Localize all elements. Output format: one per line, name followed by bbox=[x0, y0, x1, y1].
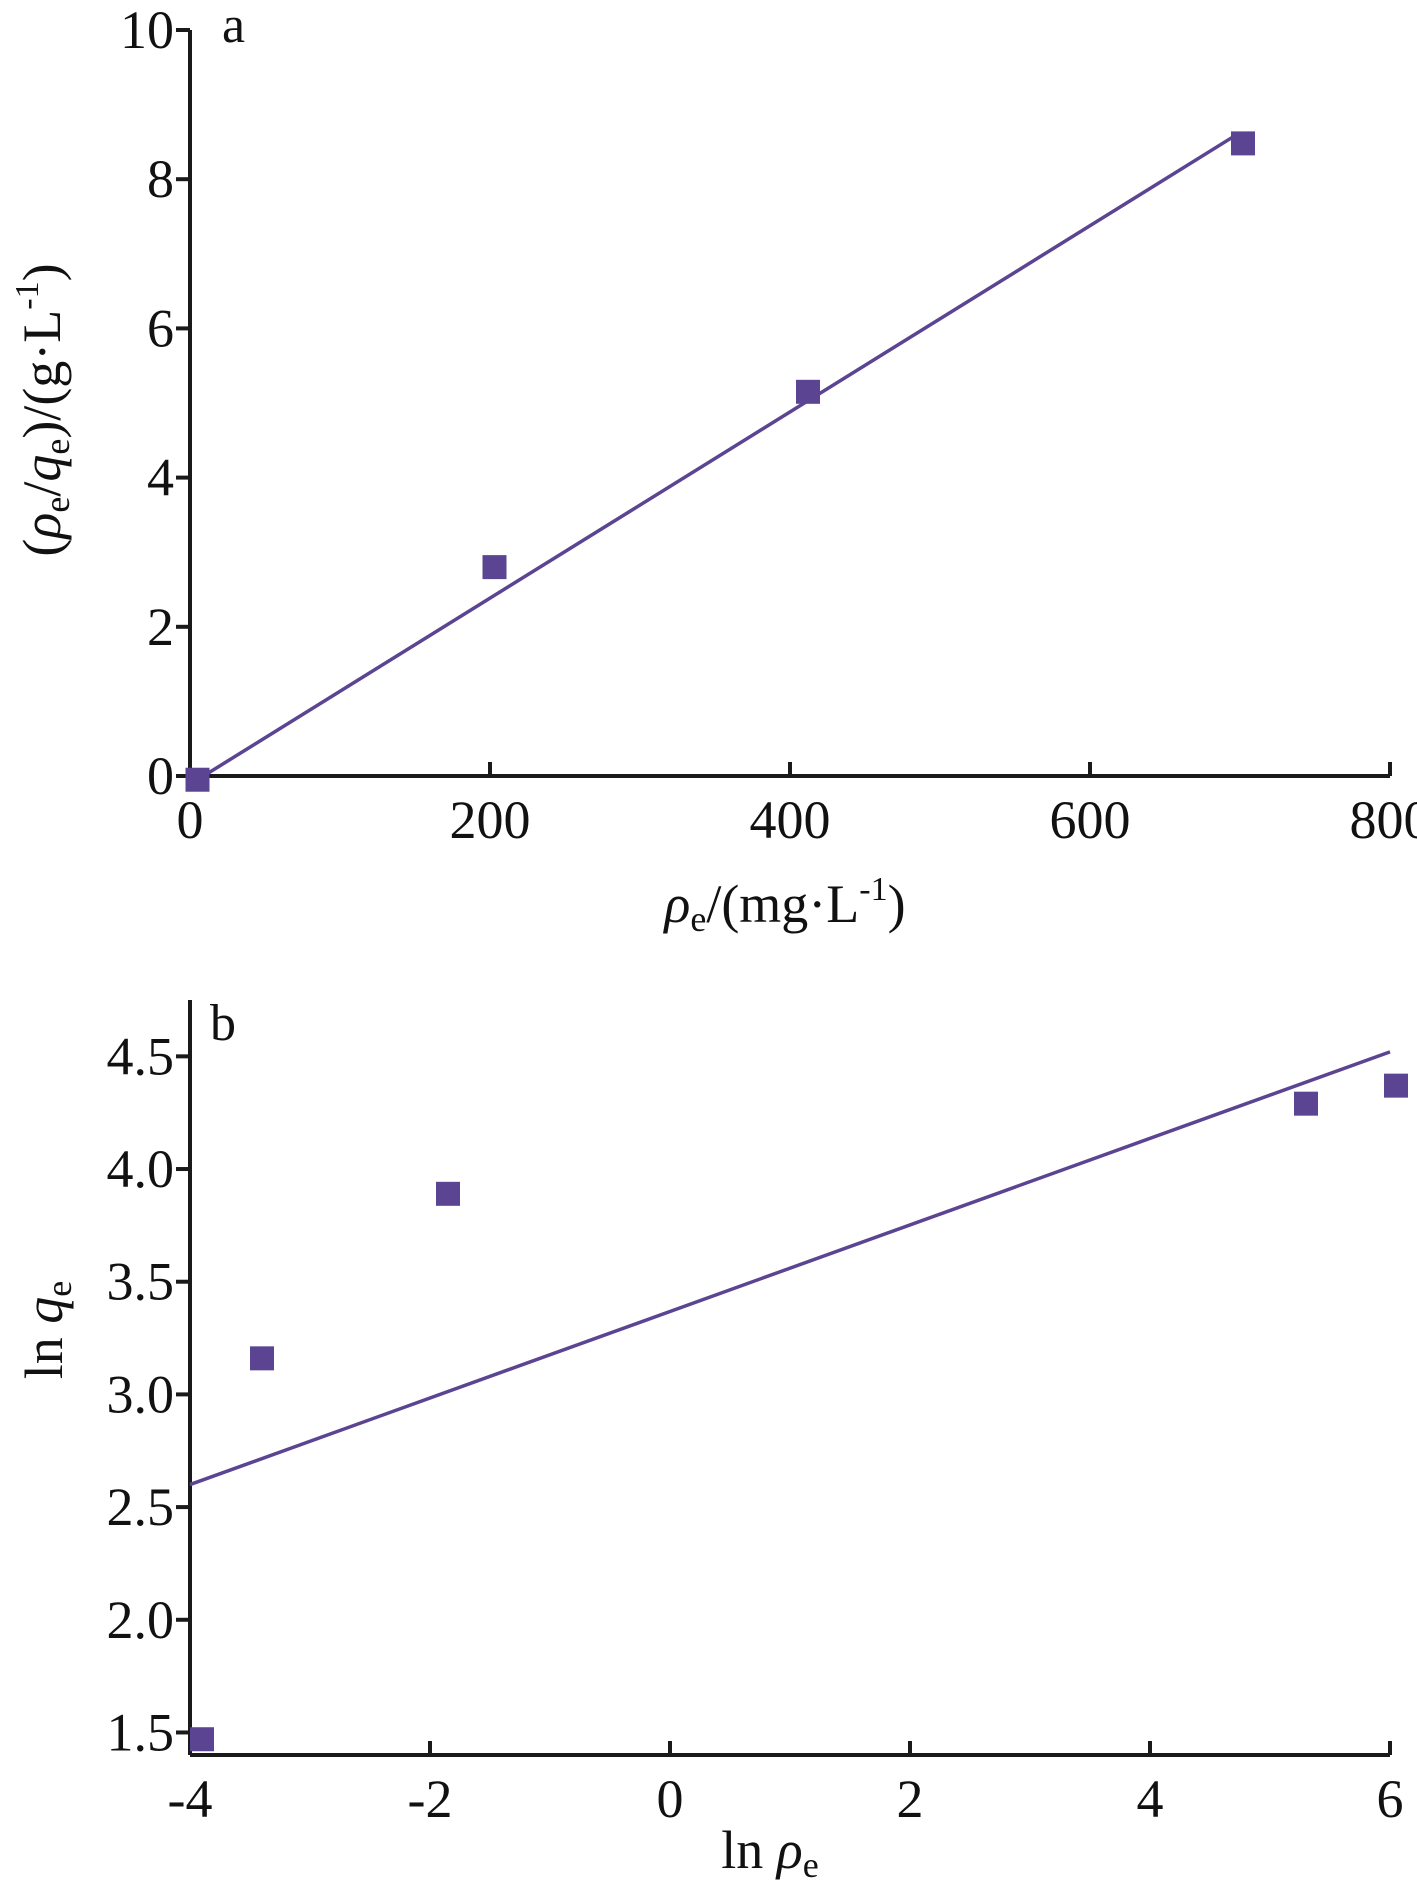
panel-b-x-axis-title: ln ρe bbox=[721, 1820, 818, 1885]
panel-a-x-title-sub: e bbox=[690, 899, 706, 939]
y-tick-label: 4 bbox=[147, 448, 174, 508]
x-tick-label: 0 bbox=[657, 1769, 684, 1829]
x-tick-label: 800 bbox=[1350, 790, 1417, 850]
panel-b-y-title-pre: ln bbox=[14, 1324, 74, 1380]
fit-line bbox=[196, 132, 1238, 782]
x-tick-label: -2 bbox=[408, 1769, 453, 1829]
data-point bbox=[250, 1346, 274, 1371]
data-point bbox=[1294, 1091, 1318, 1116]
data-point bbox=[796, 379, 820, 404]
fit-line bbox=[189, 1050, 1391, 1487]
y-tick-label: 4.0 bbox=[107, 1139, 175, 1199]
x-tick-label: 6 bbox=[1377, 1769, 1404, 1829]
y-tick-label: 1.5 bbox=[107, 1702, 175, 1762]
x-tick-label: 400 bbox=[750, 790, 831, 850]
panel-b-x-title-sub: e bbox=[803, 1845, 819, 1885]
panel-a-y-title-s1: e bbox=[37, 497, 77, 513]
panel-a-x-axis-title: ρe/(mg·L-1) bbox=[662, 871, 905, 939]
panel-b-y-axis-title: ln qe bbox=[14, 1281, 79, 1380]
panel-a-x-title-close: ) bbox=[888, 874, 906, 934]
data-point bbox=[185, 767, 210, 792]
panel-a-x-title-sup: -1 bbox=[859, 871, 887, 908]
panel-a-y-title-open: ( bbox=[12, 539, 72, 557]
y-tick-label: 2 bbox=[147, 597, 174, 657]
x-tick-label: -4 bbox=[168, 1769, 213, 1829]
y-tick-label: 4.5 bbox=[107, 1026, 175, 1086]
panel-a-label: a bbox=[222, 0, 245, 54]
panel-a-y-title-b1: ρ bbox=[12, 513, 72, 541]
panel-a-y-axis-title: (ρe/qe)/(g·L-1) bbox=[9, 263, 77, 556]
data-point bbox=[1384, 1073, 1408, 1098]
x-tick-label: 2 bbox=[897, 1769, 924, 1829]
y-tick-label: 0 bbox=[147, 746, 174, 806]
y-tick-label: 6 bbox=[147, 298, 174, 358]
y-tick-label: 3.5 bbox=[107, 1252, 175, 1312]
panel-a-y-title-mid: / bbox=[12, 482, 72, 497]
panel-b-label: b bbox=[210, 995, 236, 1052]
panel-a-y-title-sup: -1 bbox=[9, 281, 46, 309]
panel-b-y-title-sub: e bbox=[39, 1281, 79, 1297]
panel-a-x-title-base: ρ bbox=[662, 874, 690, 934]
panel-a-y-title-b2: q bbox=[12, 455, 72, 482]
panel-b-x-title-pre: ln bbox=[721, 1820, 777, 1880]
panel-a-plot-area: 0 200 400 600 800 0 2 4 6 8 10 bbox=[120, 0, 1417, 850]
x-tick-label: 4 bbox=[1137, 1769, 1164, 1829]
panel-b-plot-area: -4 -2 0 2 4 6 1.5 2.0 2.5 3.0 3.5 4.0 4.5 bbox=[107, 1000, 1408, 1829]
panel-a-y-title-s2: e bbox=[37, 439, 77, 455]
panel-a-x-title-rest: /(mg·L bbox=[706, 874, 859, 934]
y-tick-label: 2.0 bbox=[107, 1590, 175, 1650]
panel-a-y-title-rest: )/(g·L bbox=[12, 310, 72, 439]
panel-b-x-title-base: ρ bbox=[775, 1820, 803, 1880]
y-tick-label: 3.0 bbox=[107, 1364, 175, 1424]
panel-b: -4 -2 0 2 4 61.52.02.53.03.54.04.5 b ln ρe ln… bbox=[14, 995, 1408, 1885]
data-point bbox=[190, 1727, 214, 1752]
panel-b-y-title-base: q bbox=[14, 1297, 74, 1324]
x-tick-label: 200 bbox=[450, 790, 531, 850]
data-point bbox=[1231, 131, 1255, 156]
x-tick-label: 0 bbox=[177, 790, 204, 850]
data-point bbox=[436, 1181, 460, 1206]
y-tick-label: 10 bbox=[120, 0, 174, 60]
x-tick-label: 600 bbox=[1050, 790, 1131, 850]
panel-a-y-title-close: ) bbox=[12, 263, 72, 281]
data-point bbox=[482, 555, 507, 580]
y-tick-label: 2.5 bbox=[107, 1477, 175, 1537]
y-tick-label: 8 bbox=[147, 149, 174, 209]
